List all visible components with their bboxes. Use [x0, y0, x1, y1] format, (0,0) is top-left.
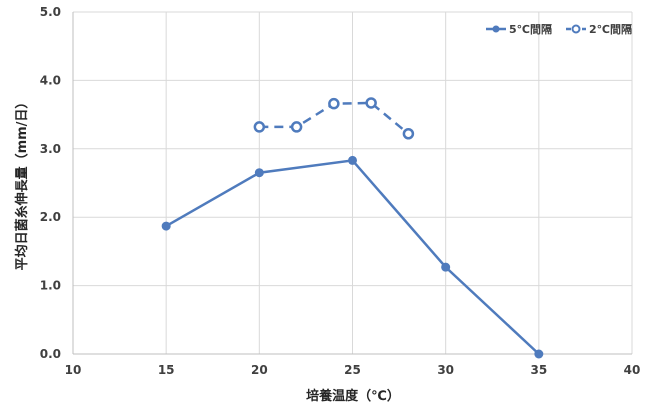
y-tick-label: 1.0 [40, 279, 61, 293]
x-tick-label: 10 [65, 363, 82, 377]
series-layer [161, 97, 544, 359]
data-point [254, 168, 264, 178]
data-point [348, 155, 357, 165]
grid-lines [73, 11, 633, 354]
x-tick-label: 35 [530, 363, 547, 377]
legend-marker-filled [492, 25, 500, 33]
data-point [161, 221, 171, 231]
x-axis-title: 培養温度（℃） [306, 388, 400, 404]
legend-label-series-1: 5℃間隔 [509, 22, 552, 36]
x-tick-label: 15 [158, 363, 175, 377]
x-tick-label: 40 [624, 363, 641, 377]
data-point [534, 349, 544, 359]
y-tick-label: 4.0 [40, 73, 61, 87]
legend-item-series-2: 2℃間隔 [566, 22, 632, 36]
data-point [365, 97, 377, 109]
legend-marker-open [571, 24, 581, 34]
y-axis-title: 平均日菌糸伸長量（mm/日） [14, 96, 30, 271]
tick-labels: 10 15 20 25 30 35 40 0.0 1.0 2.0 3.0 4.0 5.0 [40, 5, 641, 377]
x-tick-label: 25 [344, 363, 361, 377]
legend: 5℃間隔 2℃間隔 [486, 22, 632, 36]
data-point [441, 262, 451, 272]
y-tick-label: 3.0 [40, 142, 61, 156]
x-tick-label: 20 [251, 363, 268, 377]
x-tick-label: 30 [437, 363, 454, 377]
data-point [402, 128, 415, 140]
data-point [290, 121, 303, 133]
y-tick-label: 2.0 [40, 210, 61, 224]
legend-label-series-2: 2℃間隔 [589, 22, 632, 36]
y-tick-label: 5.0 [40, 5, 61, 19]
series-1 [161, 155, 544, 359]
data-point [328, 97, 340, 110]
y-tick-label: 0.0 [40, 347, 61, 361]
data-point [253, 121, 266, 133]
legend-item-series-1: 5℃間隔 [486, 22, 552, 36]
series-2 [253, 97, 415, 140]
